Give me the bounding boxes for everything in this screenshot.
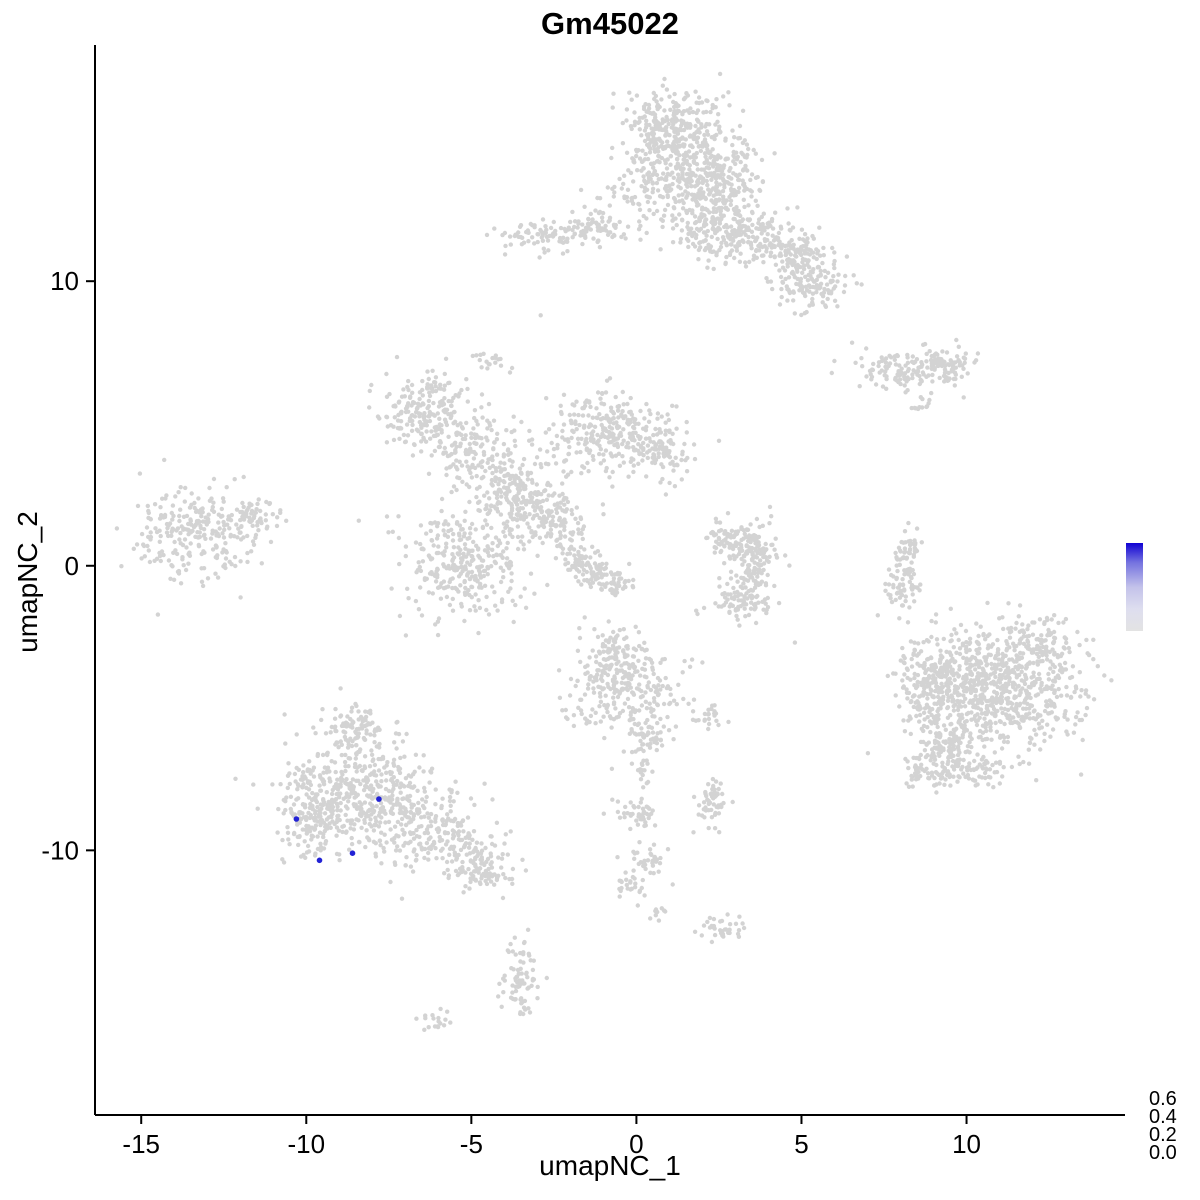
highlighted-points	[293, 796, 382, 864]
legend-label: 0.0	[1149, 1142, 1177, 1164]
x-axis-label: umapNC_1	[539, 1150, 681, 1181]
legend-gradient-bar	[1126, 543, 1143, 631]
legend-label: 0.2	[1149, 1124, 1177, 1146]
y-axis-label: umapNC_2	[12, 511, 43, 653]
legend-label: 0.6	[1149, 1088, 1177, 1110]
scatter-points	[114, 71, 1114, 1033]
axes	[94, 45, 1125, 1116]
plot-title: Gm45022	[541, 6, 679, 41]
legend-label: 0.4	[1149, 1106, 1177, 1128]
tick-marks	[86, 280, 968, 1124]
